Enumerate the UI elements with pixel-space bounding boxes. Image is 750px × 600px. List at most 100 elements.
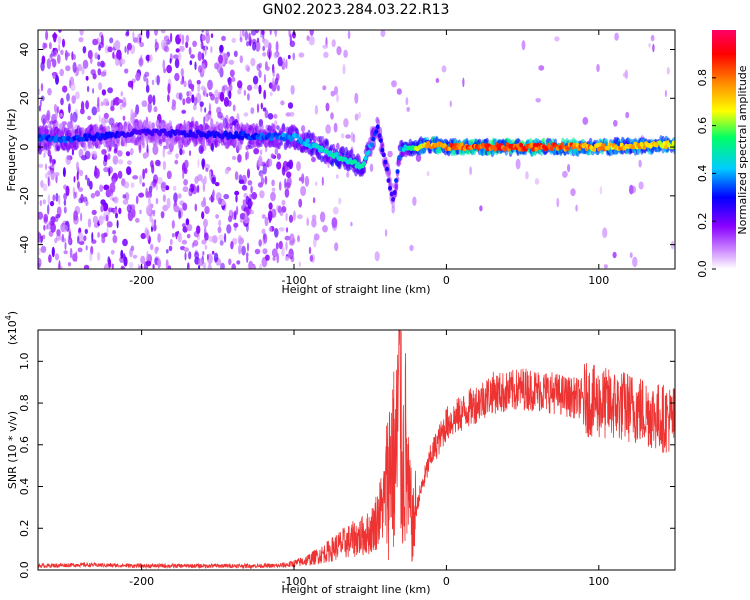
noise-mark [113, 196, 119, 204]
ridge-halo-mark [75, 142, 80, 149]
ridge-core-mark [377, 133, 382, 139]
y-tick-label: 0.8 [18, 394, 31, 412]
noise-mark [556, 197, 560, 208]
noise-mark [47, 170, 53, 176]
ridge-core-mark [369, 142, 374, 148]
noise-mark [63, 199, 67, 206]
noise-mark [75, 251, 78, 262]
noise-mark [43, 224, 46, 231]
noise-mark [39, 99, 42, 108]
noise-mark [197, 83, 201, 93]
noise-mark [251, 192, 258, 200]
noise-mark [262, 248, 268, 255]
noise-mark [596, 63, 600, 73]
spectrogram-plot [38, 30, 675, 269]
noise-mark [116, 219, 119, 229]
noise-mark [162, 59, 166, 71]
colorbar-ticks: 0.0 0.2 0.4 0.6 0.8 [696, 69, 716, 278]
noise-mark [128, 261, 134, 269]
ridge-halo-mark [97, 143, 101, 149]
noise-mark [258, 62, 263, 68]
noise-mark [228, 258, 232, 266]
noise-mark [201, 52, 205, 61]
noise-mark [234, 210, 237, 221]
noise-mark [250, 264, 256, 269]
ridge-core-mark [505, 142, 510, 148]
noise-mark [267, 113, 274, 120]
noise-mark [191, 242, 195, 248]
noise-mark [260, 172, 264, 181]
ridge-halo-mark [397, 159, 402, 166]
noise-mark [47, 204, 50, 215]
noise-mark [271, 187, 276, 192]
noise-mark [322, 85, 327, 91]
noise-mark [412, 196, 417, 206]
noise-mark [330, 90, 336, 97]
noise-mark [50, 216, 56, 224]
noise-mark [52, 33, 58, 39]
noise-mark [108, 167, 111, 177]
noise-mark [652, 43, 655, 53]
noise-mark [126, 160, 132, 166]
noise-mark [325, 36, 328, 48]
noise-mark [204, 244, 208, 250]
noise-mark [203, 265, 206, 269]
noise-mark [85, 100, 89, 110]
noise-mark [220, 262, 225, 269]
noise-mark [282, 57, 286, 68]
noise-mark [289, 33, 292, 45]
noise-mark [182, 98, 186, 106]
noise-mark [270, 153, 275, 159]
noise-mark [152, 263, 155, 269]
noise-mark [178, 52, 182, 61]
noise-mark [108, 258, 112, 269]
noise-mark [71, 95, 76, 104]
ridge-core-mark [205, 134, 210, 140]
noise-mark [61, 85, 68, 93]
noise-mark [172, 233, 175, 238]
noise-mark [98, 82, 103, 91]
noise-mark [298, 52, 305, 58]
noise-mark [157, 233, 161, 243]
ridge-core-mark [305, 138, 310, 144]
noise-mark [125, 151, 131, 157]
noise-mark [47, 149, 51, 157]
noise-mark [77, 181, 80, 190]
ridge-halo-mark [341, 146, 345, 154]
noise-mark [141, 100, 148, 108]
noise-mark [226, 224, 232, 234]
ridge-core-mark [447, 146, 452, 152]
ridge-core-mark [295, 133, 300, 139]
noise-mark [208, 110, 212, 115]
noise-mark [112, 230, 116, 235]
noise-mark [193, 96, 198, 106]
noise-mark [258, 239, 263, 247]
noise-mark [80, 212, 83, 222]
noise-mark [246, 66, 251, 72]
noise-mark [138, 265, 144, 269]
noise-mark [165, 249, 169, 254]
ridge-core-mark [388, 185, 392, 191]
noise-mark [162, 204, 169, 212]
noise-mark [132, 37, 139, 43]
noise-mark [426, 171, 430, 177]
noise-mark [350, 221, 353, 227]
y-tick-label: 0.2 [18, 520, 31, 538]
noise-mark [246, 150, 249, 160]
noise-mark [191, 94, 195, 103]
noise-mark [156, 75, 160, 86]
noise-mark [211, 191, 215, 197]
noise-mark [204, 45, 207, 56]
colorbar-label: Normalized spectral amplitude [736, 65, 749, 234]
noise-mark [194, 61, 197, 71]
noise-mark [64, 242, 67, 250]
noise-mark [63, 206, 67, 214]
noise-mark [124, 45, 127, 54]
noise-mark [202, 196, 206, 206]
colorbar-tick-label: 0.4 [696, 165, 709, 183]
noise-mark [199, 101, 204, 107]
noise-mark [103, 184, 110, 191]
noise-mark [218, 234, 225, 241]
noise-mark [101, 149, 107, 155]
noise-mark [343, 49, 348, 58]
